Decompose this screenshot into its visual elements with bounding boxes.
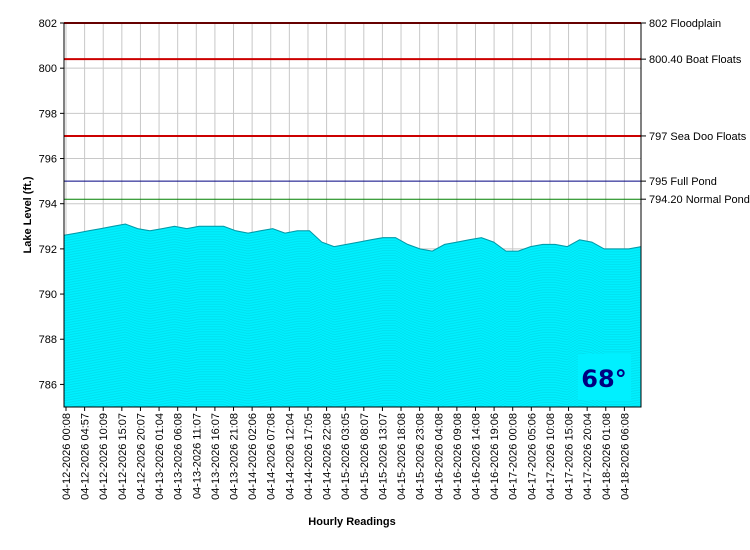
x-tick-label: 04-12-2026 04:57 — [80, 413, 92, 500]
x-tick-label: 04-12-2026 15:07 — [117, 413, 129, 500]
temperature-value: 68° — [581, 365, 626, 393]
y-axis-title: Lake Level (ft.) — [22, 176, 34, 253]
hourly-bars — [64, 224, 640, 407]
x-tick-label: 04-15-2026 18:08 — [396, 413, 408, 500]
x-tick-label: 04-13-2026 11:07 — [191, 413, 203, 499]
x-axis-title: Hourly Readings — [308, 516, 395, 528]
temperature-badge: 68° — [578, 354, 631, 400]
x-tick-label: 04-15-2026 13:07 — [377, 413, 389, 500]
x-tick-label: 04-13-2026 21:08 — [229, 413, 241, 500]
x-tick-label: 04-16-2026 04:08 — [433, 413, 445, 500]
y-tick-label: 788 — [39, 334, 57, 346]
reference-label: 794.20 Normal Pond — [649, 194, 750, 206]
reference-label: 795 Full Pond — [649, 176, 717, 188]
temperature-badge-bg — [578, 354, 631, 400]
lake-level-area — [63, 223, 642, 407]
x-tick-label: 04-17-2026 20:04 — [582, 413, 594, 500]
x-tick-label: 04-12-2026 20:07 — [135, 413, 147, 500]
x-tick-label: 04-14-2026 22:08 — [322, 413, 334, 500]
x-tick-label: 04-17-2026 00:08 — [508, 413, 520, 500]
x-tick-label: 04-18-2026 06:08 — [619, 413, 631, 500]
x-tick-label: 04-12-2026 00:08 — [61, 413, 73, 500]
x-tick-label: 04-16-2026 09:08 — [452, 413, 464, 500]
y-tick-label: 798 — [39, 108, 57, 120]
y-axis-ticks: 786 788 790 792 794 796 798 800 802 — [39, 18, 64, 391]
y-tick-label: 794 — [39, 199, 57, 211]
x-tick-label: 04-13-2026 06:08 — [173, 413, 185, 500]
x-tick-label: 04-12-2026 10:09 — [98, 413, 110, 500]
y-tick-label: 802 — [39, 18, 57, 30]
y-tick-label: 792 — [39, 244, 57, 256]
x-tick-label: 04-17-2026 10:08 — [545, 413, 557, 500]
x-tick-label: 04-13-2026 16:07 — [210, 413, 222, 500]
y-tick-label: 796 — [39, 154, 57, 166]
x-tick-label: 04-14-2026 17:05 — [303, 413, 315, 500]
x-tick-label: 04-16-2026 14:08 — [470, 413, 482, 500]
x-tick-label: 04-15-2026 23:08 — [415, 413, 427, 500]
x-tick-label: 04-16-2026 19:06 — [489, 413, 501, 500]
reference-labels: 802 Floodplain 800.40 Boat Floats 797 Sea … — [641, 18, 750, 206]
x-tick-label: 04-17-2026 15:08 — [564, 413, 576, 500]
x-tick-label: 04-13-2026 01:04 — [154, 413, 166, 500]
reference-label: 797 Sea Doo Floats — [649, 131, 747, 143]
x-tick-label: 04-14-2026 07:08 — [266, 413, 278, 500]
lake-level-fill — [64, 224, 641, 407]
x-tick-label: 04-15-2026 03:05 — [340, 413, 352, 500]
x-tick-label: 04-14-2026 12:04 — [284, 413, 296, 500]
y-tick-label: 786 — [39, 379, 57, 391]
x-tick-label: 04-14-2026 02:06 — [247, 413, 259, 500]
x-tick-label: 04-15-2026 08:07 — [359, 413, 371, 500]
reference-lines — [64, 22, 641, 200]
reference-label: 802 Floodplain — [649, 18, 721, 30]
y-tick-label: 790 — [39, 289, 57, 301]
x-tick-label: 04-17-2026 05:06 — [526, 413, 538, 500]
plot-frame — [63, 22, 642, 408]
y-tick-label: 800 — [39, 63, 57, 75]
x-tick-label: 04-18-2026 01:08 — [601, 413, 613, 500]
reference-label: 800.40 Boat Floats — [649, 54, 742, 66]
x-axis-ticks: 04-12-2026 00:08 04-12-2026 04:57 04-12-20… — [61, 407, 631, 500]
